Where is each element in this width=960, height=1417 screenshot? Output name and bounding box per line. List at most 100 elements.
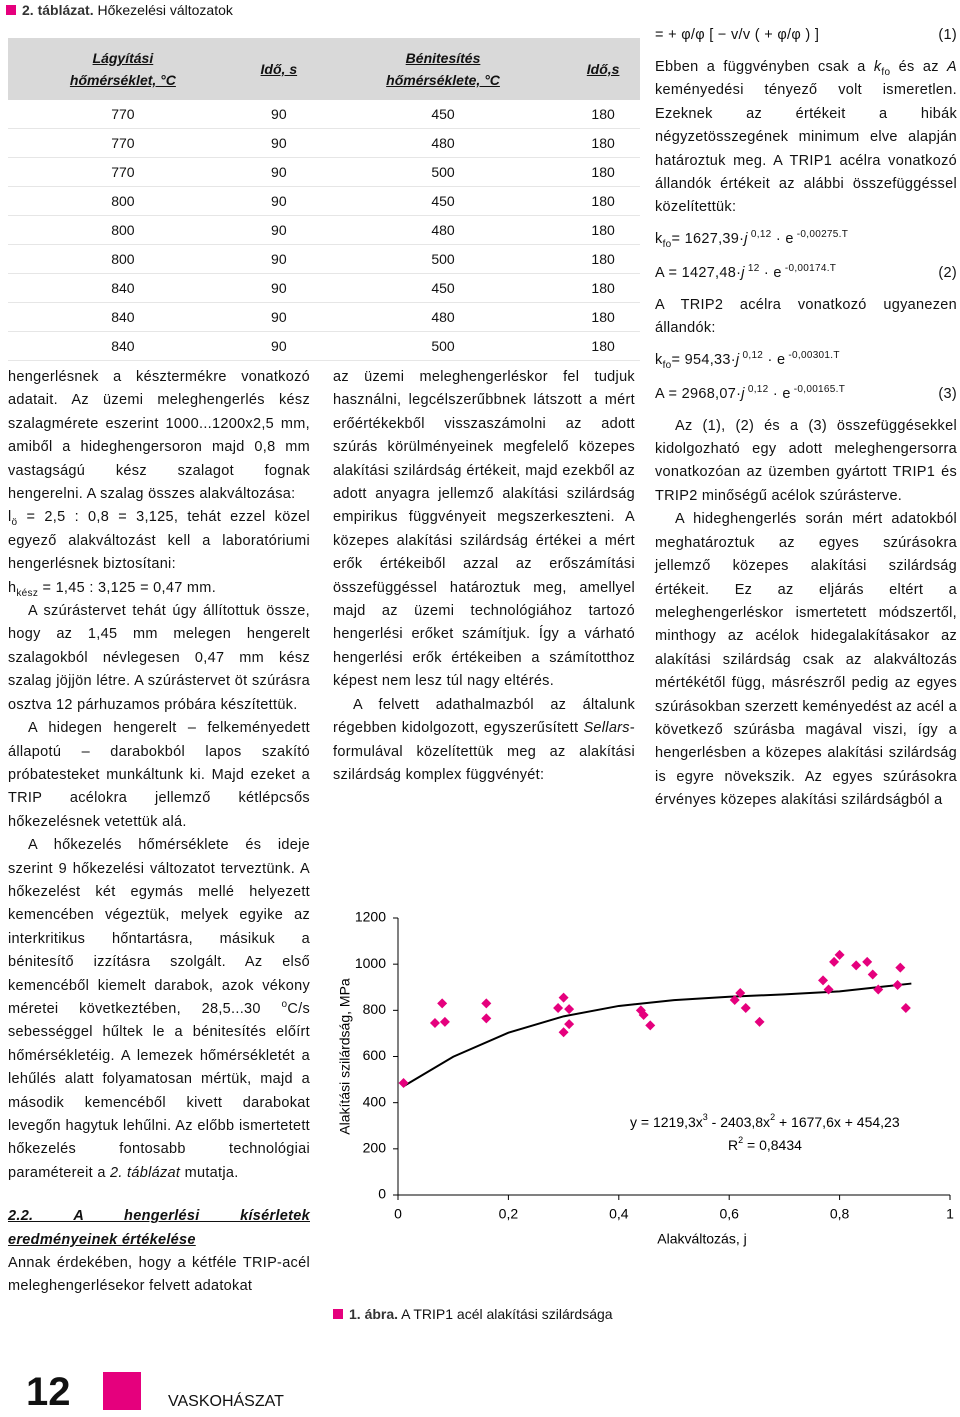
- text-run: fo: [662, 238, 672, 250]
- table-cell: 770: [8, 157, 238, 187]
- text-run: j: [744, 230, 748, 247]
- data-point: [481, 1013, 492, 1024]
- table-cell: 90: [237, 157, 320, 187]
- header-text: Lágyítási: [92, 50, 154, 66]
- left-column: hengerlésnek a késztermékre vonatkozó ad…: [8, 366, 310, 1299]
- table-row: 840 90 500 180: [8, 331, 640, 361]
- table-row: 840 90 450 180: [8, 273, 640, 303]
- text-run: -0,00275.T: [793, 229, 849, 241]
- table-cell: 500: [319, 331, 567, 361]
- text-run: j: [741, 264, 745, 281]
- text-run: A: [947, 59, 957, 75]
- text-run: ö: [11, 517, 18, 529]
- table-cell: 180: [566, 302, 640, 332]
- footer-marker: [103, 1372, 141, 1410]
- header-text: Idő,s: [586, 61, 620, 77]
- table-cell: 480: [319, 215, 567, 245]
- formula-number: (2): [938, 264, 957, 281]
- table-cell: 180: [566, 100, 640, 129]
- x-axis-label: Alakváltozás, j: [657, 1231, 746, 1247]
- paragraph: Ebben a függvényben csak a kfo és az A k…: [655, 56, 957, 220]
- paragraph: A felvett adathalmazból az általunk rége…: [333, 694, 635, 788]
- x-tick-label: 1: [946, 1206, 954, 1222]
- caption-marker: [333, 1309, 343, 1319]
- data-point: [481, 998, 492, 1009]
- x-tick-label: 0: [394, 1206, 402, 1222]
- text-run: hengerlésnek a késztermékre vonatkozó ad…: [8, 369, 310, 503]
- x-tick-label: 0,6: [719, 1206, 739, 1222]
- data-point: [553, 1003, 564, 1014]
- formula-number: (1): [938, 27, 957, 43]
- text-run: j: [741, 385, 745, 402]
- table-cell: 480: [319, 302, 567, 332]
- table-cell: 90: [237, 215, 320, 245]
- paragraph: lö = 2,5 : 0,8 = 3,125, tehát ezzel köze…: [8, 506, 310, 576]
- data-point: [818, 975, 829, 986]
- data-point: [829, 956, 840, 967]
- table: Lágyítási hőmérséklet, °C Idő, s Bénitesíté…: [8, 38, 640, 361]
- formula: kfo= 954,33·j 0,12 · e -0,00301.T: [655, 347, 957, 373]
- data-point: [558, 992, 569, 1003]
- table-cell: 800: [8, 244, 238, 274]
- text-run: = 0,8434: [743, 1137, 802, 1153]
- data-point: [645, 1020, 656, 1031]
- table-cell: 450: [319, 100, 567, 129]
- table-cell: 180: [566, 128, 640, 158]
- table-row: 770 90 500 180: [8, 157, 640, 187]
- text-run: Ebben a függvényben csak a: [655, 59, 874, 75]
- header-cell: Bénitesítés hőmérséklete, °C: [319, 38, 567, 100]
- text-run: -0,00301.T: [785, 349, 840, 361]
- text-run: = 1627,39·: [671, 230, 745, 247]
- data-point: [740, 1003, 751, 1014]
- data-point: [892, 979, 903, 990]
- paragraph: az üzemi meleghengerléskor fel tudjuk ha…: [333, 366, 635, 694]
- text-run: = 2,5 : 0,8 = 3,125, tehát ezzel közel e…: [8, 509, 310, 573]
- text-run: = 954,33·: [671, 351, 736, 368]
- text-run: y = 1219,3x: [630, 1114, 703, 1130]
- data-point: [558, 1027, 569, 1038]
- header-cell: Lágyítási hőmérséklet, °C: [8, 38, 238, 100]
- x-tick-label: 0,2: [499, 1206, 519, 1222]
- table-cell: 180: [566, 215, 640, 245]
- text-run: fo: [662, 359, 672, 371]
- y-tick-label: 400: [363, 1093, 387, 1109]
- text-run: 2: [738, 1135, 743, 1145]
- text-run: k: [655, 230, 663, 247]
- text-run: - 2403,8x: [708, 1114, 770, 1130]
- text-run: fo: [881, 66, 891, 78]
- data-point: [895, 962, 906, 973]
- table-cell: 90: [237, 331, 320, 361]
- text-run: 0,12: [739, 349, 764, 361]
- paragraph: A szúrástervet tehát úgy állítottuk össz…: [8, 600, 310, 717]
- header-text: Bénitesítés: [405, 50, 481, 66]
- table-cell: 180: [566, 186, 640, 216]
- text-run: A hidegen hengerelt – felkeményedett áll…: [8, 720, 310, 830]
- text-run: = + φ/φ [ − v/v ( + φ/φ ) ]: [655, 27, 820, 43]
- header-text: hőmérséklete, °C: [386, 72, 500, 88]
- journal-name: VASKOHÁSZAT: [168, 1393, 284, 1410]
- y-tick-label: 200: [363, 1140, 387, 1156]
- text-run: A felvett adathalmazból az általunk rége…: [333, 696, 635, 737]
- text-run: A hőkezelés hőmérséklete és ideje szerin…: [8, 837, 310, 1017]
- table-cell: 180: [566, 244, 640, 274]
- table-cell: 90: [237, 100, 320, 129]
- table-cell: 90: [237, 128, 320, 158]
- text-run: Annak érdekében, hogy a kétféle TRIP-acé…: [8, 1255, 310, 1295]
- header-text: hőmérséklet, °C: [69, 72, 176, 88]
- caption-label: 2. táblázat.: [22, 2, 94, 18]
- data-point: [900, 1003, 911, 1014]
- formula-number: (3): [938, 385, 957, 402]
- table-cell: 450: [319, 186, 567, 216]
- caption-label: 1. ábra.: [349, 1306, 399, 1322]
- formula: (1) = + φ/φ [ − v/v ( + φ/φ ) ]: [655, 22, 957, 48]
- data-point: [873, 984, 884, 995]
- paragraph: A hidegen hengerelt – felkeményedett áll…: [8, 717, 310, 834]
- text-run: R: [728, 1137, 738, 1153]
- y-axis-label: Alakítási szilárdság, MPa: [337, 978, 353, 1135]
- text-run: -formulával közelítettük meg az alakítás…: [333, 720, 635, 783]
- data-point: [564, 1019, 575, 1030]
- header-cell: Idő,s: [566, 38, 640, 100]
- page-number: 12: [26, 1370, 71, 1414]
- caption-title: Hőkezelési változatok: [97, 2, 233, 18]
